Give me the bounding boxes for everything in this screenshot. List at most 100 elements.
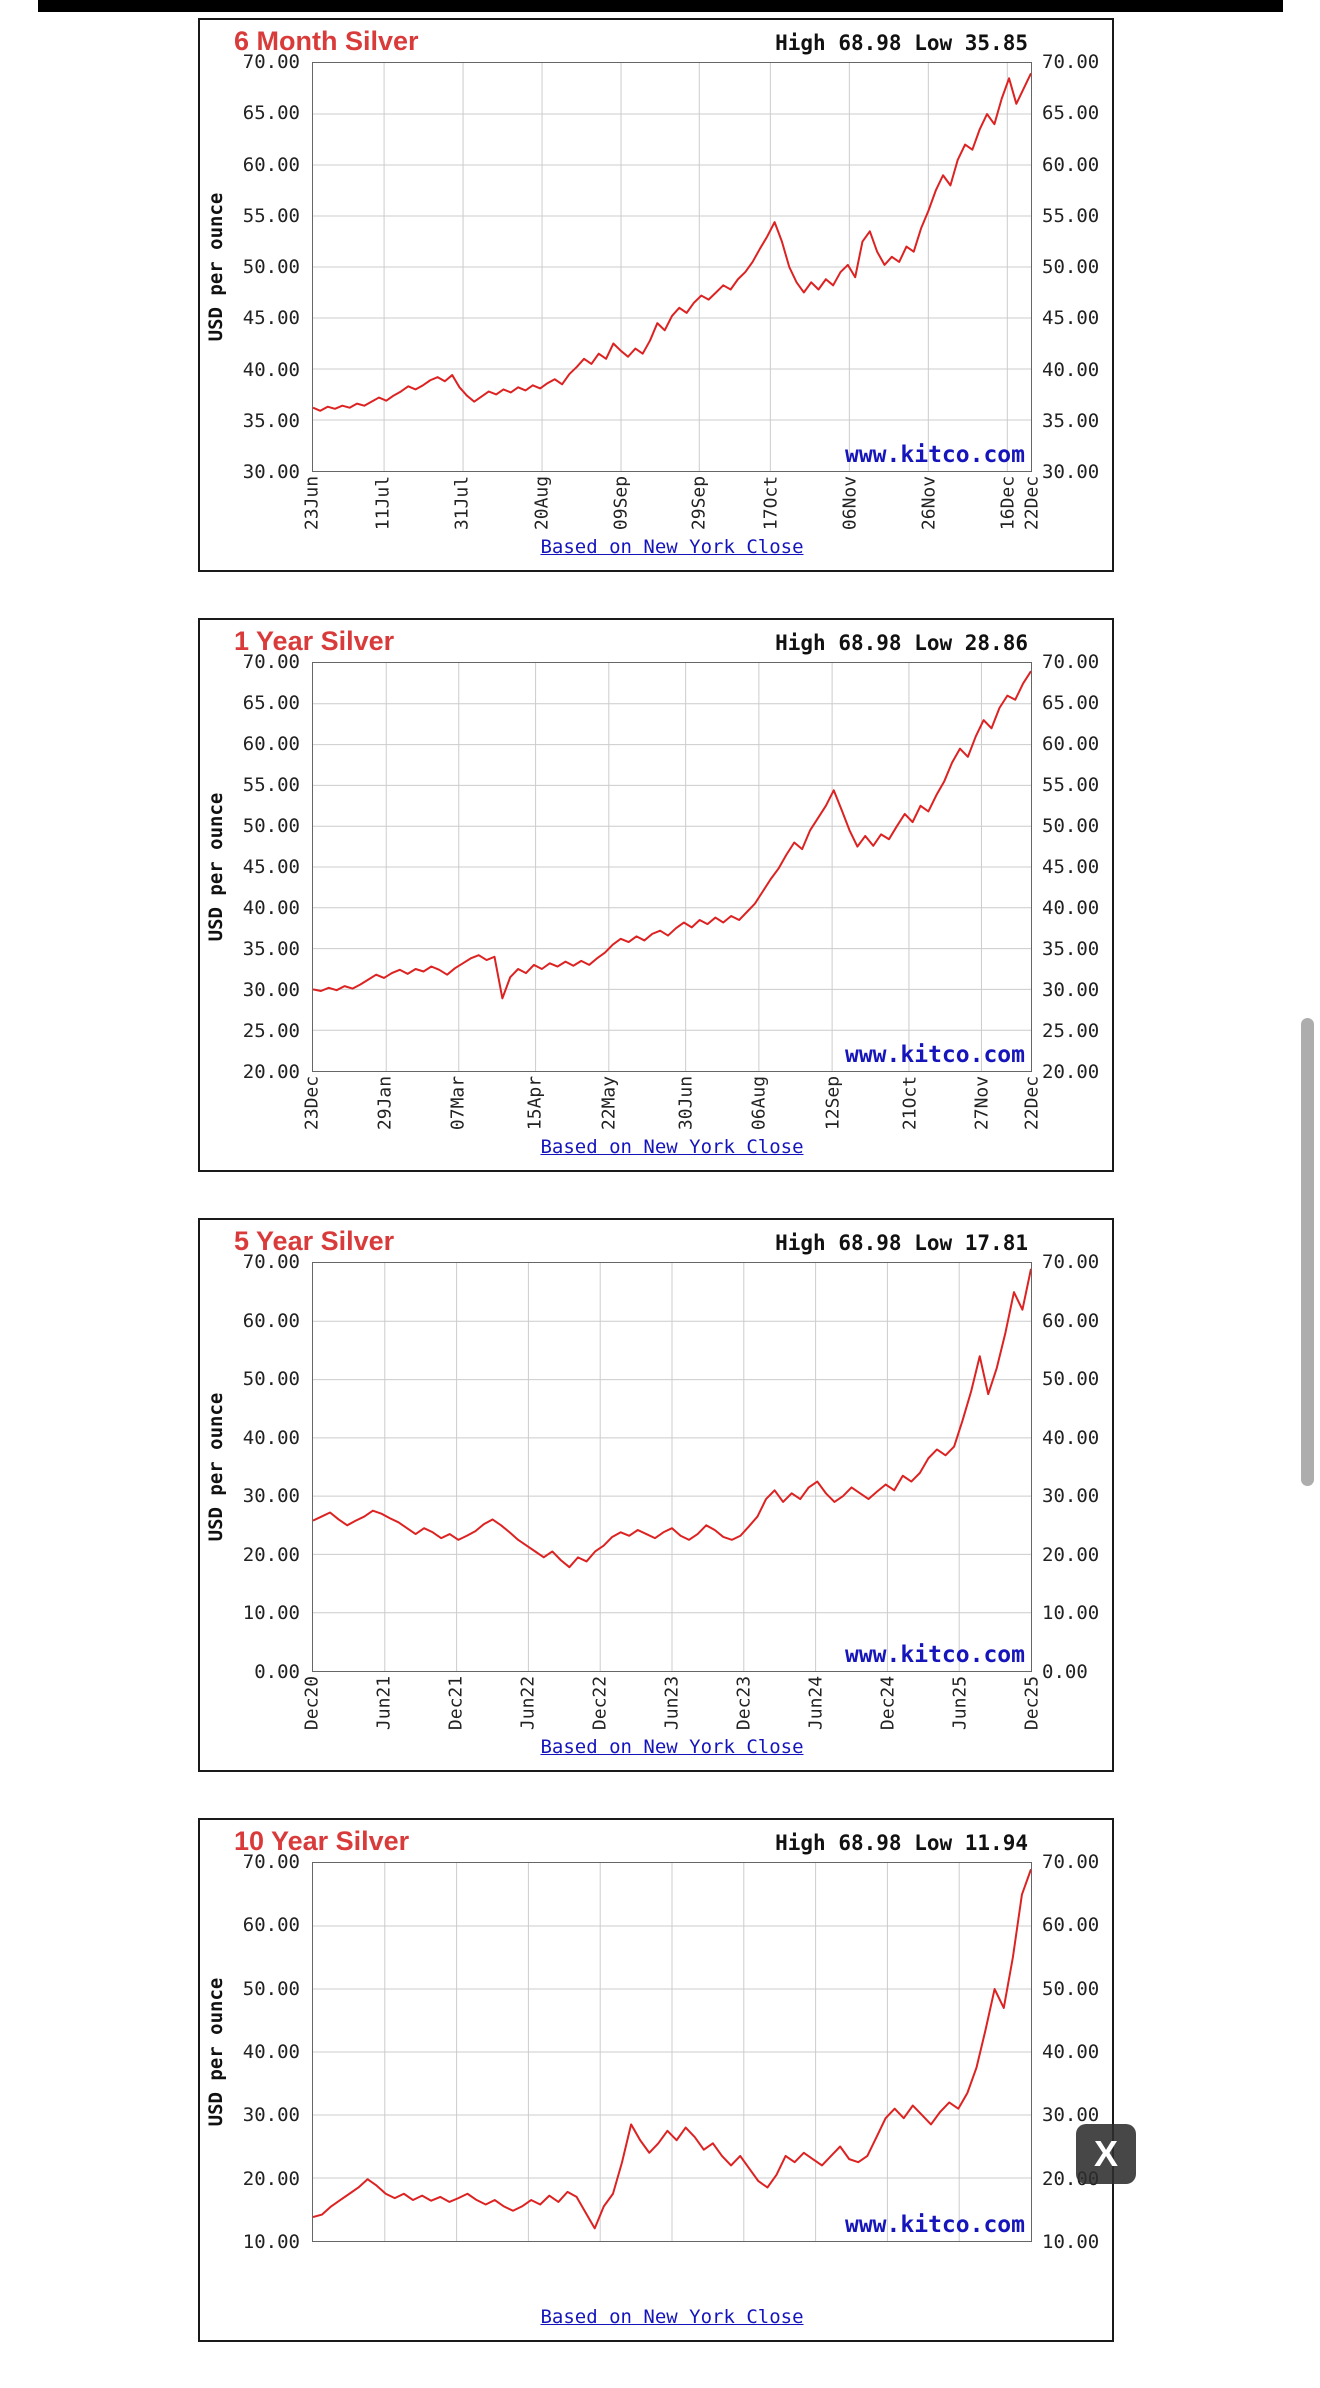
plot-area: www.kitco.com (312, 62, 1032, 472)
price-line (313, 73, 1031, 411)
chart-title: 1 Year Silver (234, 626, 395, 656)
y-tick-label: 25.00 (242, 1020, 300, 1042)
y-axis-right: 70.00 65.00 60.00 55.00 50.00 45.00 40.00 35.00… (1038, 651, 1114, 1083)
chart-body: USD per ounce 70.00 60.00 50.00 40.00 30.00 2… (200, 1251, 1114, 1683)
chart-canvas (313, 1863, 1031, 2241)
x-tick-text: 31Jul (451, 475, 473, 531)
y-tick-label: 60.00 (1042, 153, 1100, 176)
y-tick-label: 0.00 (254, 1661, 300, 1683)
y-tick-label: 50.00 (1042, 1977, 1100, 2000)
kitco-watermark-link[interactable]: www.kitco.com (844, 1642, 1025, 1668)
y-axis-right: 70.00 65.00 60.00 55.00 50.00 45.00 40.00 35.00… (1038, 51, 1114, 483)
x-tick-label: Jun22 (517, 1672, 539, 1734)
y-tick-label: 50.00 (242, 256, 300, 278)
y-tick-label: 20.00 (1042, 1061, 1100, 1083)
x-tick-text: Jun21 (373, 1675, 395, 1731)
x-tick-label: 23Dec (302, 1072, 323, 1134)
y-axis-title: USD per ounce (205, 1977, 227, 2127)
y-tick-label: 65.00 (1042, 692, 1100, 714)
y-axis-left: 70.00 65.00 60.00 55.00 50.00 45.00 40.00 35.00… (234, 51, 306, 483)
y-tick-label: 50.00 (1042, 1368, 1100, 1391)
chart-body: USD per ounce 70.00 60.00 50.00 40.00 30.00 2… (200, 1851, 1112, 2253)
y-tick-label: 55.00 (1042, 774, 1100, 796)
chart-card: 5 Year Silver High 68.98 Low 17.81 USD p… (198, 1218, 1114, 1772)
y-tick-label: 35.00 (242, 409, 300, 432)
new-york-close-link[interactable]: Based on New York Close (540, 536, 804, 558)
x-tick-label: Jun23 (661, 1672, 683, 1734)
y-tick-label: 30.00 (242, 979, 300, 1001)
chart-canvas (313, 63, 1031, 471)
x-tick-text: Dec22 (589, 1675, 611, 1731)
y-tick-label: 70.00 (242, 1251, 300, 1273)
y-tick-label: 30.00 (1042, 979, 1100, 1001)
y-tick-label: 20.00 (242, 2167, 300, 2190)
x-tick-label: 06Nov (839, 472, 860, 534)
y-tick-label: 40.00 (1042, 897, 1100, 919)
x-tick-label: Dec23 (733, 1672, 755, 1734)
new-york-close-link[interactable]: Based on New York Close (540, 2306, 804, 2328)
x-tick-text: Dec24 (877, 1675, 899, 1731)
y-tick-label: 55.00 (242, 774, 300, 796)
x-tick-label: Dec24 (877, 1672, 899, 1734)
kitco-watermark-link[interactable]: www.kitco.com (844, 2212, 1025, 2238)
chart-title: 6 Month Silver (234, 26, 419, 56)
y-tick-label: 35.00 (242, 938, 300, 960)
x-tick-text: 12Sep (822, 1075, 844, 1131)
x-tick-label: Dec25 (1022, 1672, 1043, 1734)
y-tick-label: 65.00 (242, 692, 300, 714)
close-ad-button[interactable]: X (1076, 2124, 1136, 2184)
y-tick-label: 40.00 (1042, 2041, 1100, 2063)
y-tick-label: 10.00 (1042, 1602, 1100, 1625)
x-tick-text: Dec23 (733, 1675, 755, 1731)
y-tick-label: 60.00 (242, 1309, 300, 1332)
x-tick-text: 21Oct (899, 1075, 921, 1131)
chart-card: 1 Year Silver High 68.98 Low 28.86 USD p… (198, 618, 1114, 1172)
x-tick-label: 29Jan (375, 1072, 396, 1134)
scrollbar-thumb[interactable] (1301, 1018, 1314, 1486)
y-tick-label: 70.00 (242, 51, 300, 73)
y-axis-left: 70.00 65.00 60.00 55.00 50.00 45.00 40.00 35.00… (234, 651, 306, 1083)
y-tick-label: 55.00 (242, 204, 300, 227)
x-tick-text: 22May (598, 1075, 620, 1131)
kitco-watermark-link[interactable]: www.kitco.com (844, 1042, 1025, 1068)
x-tick-text: 11Jul (372, 475, 394, 531)
chart-footer: Based on New York Close (312, 1736, 1032, 1762)
x-tick-text: Jun23 (661, 1675, 683, 1731)
x-tick-text: 29Sep (688, 475, 710, 531)
chart-card: 6 Month Silver High 68.98 Low 35.85 USD … (198, 18, 1114, 572)
x-tick-label: Jun24 (806, 1672, 827, 1734)
chart-header: 6 Month Silver High 68.98 Low 35.85 (200, 26, 1112, 62)
chart-footer: Based on New York Close (312, 1136, 1032, 1162)
x-axis-labels (312, 2242, 1032, 2306)
y-tick-label: 60.00 (242, 153, 300, 176)
x-tick-text: 17Oct (760, 475, 782, 531)
x-tick-label: 09Sep (610, 472, 631, 534)
x-tick-text: 22Dec (1021, 1075, 1043, 1131)
charts-list: 6 Month Silver High 68.98 Low 35.85 USD … (198, 18, 1114, 2388)
new-york-close-link[interactable]: Based on New York Close (540, 1736, 804, 1758)
y-axis-title: USD per ounce (205, 192, 227, 342)
y-tick-label: 50.00 (242, 1368, 300, 1391)
y-axis-right: 70.00 60.00 50.00 40.00 30.00 20.00 10.00 0.00 (1038, 1251, 1114, 1683)
x-tick-label: 31Jul (451, 472, 473, 534)
x-tick-label: 12Sep (822, 1072, 844, 1134)
kitco-watermark-link[interactable]: www.kitco.com (844, 442, 1025, 468)
y-tick-label: 60.00 (1042, 1309, 1100, 1332)
y-tick-label: 20.00 (1042, 1543, 1100, 1566)
top-bar (38, 0, 1283, 12)
y-tick-label: 40.00 (242, 358, 300, 381)
y-tick-label: 70.00 (1042, 1851, 1100, 1873)
y-tick-label: 35.00 (1042, 938, 1100, 960)
y-tick-label: 45.00 (242, 307, 300, 330)
y-tick-label: 20.00 (242, 1061, 300, 1083)
y-tick-label: 30.00 (1042, 461, 1100, 483)
chart-canvas (313, 663, 1031, 1071)
x-tick-text: Jun22 (517, 1675, 539, 1731)
y-tick-label: 30.00 (242, 461, 300, 483)
new-york-close-link[interactable]: Based on New York Close (540, 1136, 804, 1158)
x-tick-text: 20Aug (531, 475, 553, 531)
x-tick-text: 15Apr (524, 1075, 546, 1131)
x-axis-labels: 23Jun 11Jul 31Jul 20Aug 09Sep 29Sep 17Oct 06Nov… (302, 472, 1043, 536)
chart-high-low: High 68.98 Low 28.86 (775, 631, 1028, 655)
y-tick-label: 35.00 (1042, 409, 1100, 432)
